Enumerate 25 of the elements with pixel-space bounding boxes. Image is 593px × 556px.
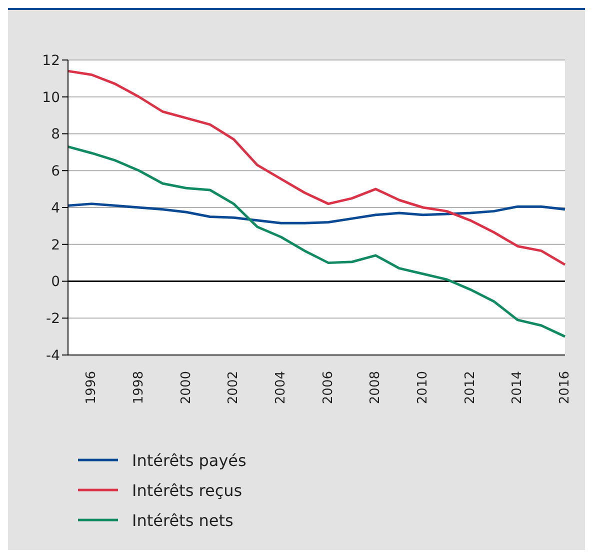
y-tick-label: -2 — [46, 311, 60, 328]
x-tick-label: 2008 — [368, 371, 384, 404]
x-tick-label: 2000 — [178, 371, 194, 404]
x-tick-label: 2012 — [462, 371, 478, 404]
x-tick-label: 2006 — [320, 371, 336, 404]
line-series — [66, 70, 566, 266]
x-tick-label: 2014 — [510, 371, 526, 404]
legend-label: Intérêts payés — [132, 450, 246, 470]
x-tick-label: 2004 — [274, 371, 288, 404]
y-tick-label: 6 — [51, 164, 60, 180]
x-tick-label: 1998 — [132, 371, 146, 404]
y-tick-label: 4 — [51, 200, 60, 216]
y-tick-label: 10 — [42, 90, 60, 106]
x-tick-label: 2002 — [226, 371, 242, 404]
x-tick-label: 2010 — [416, 371, 430, 404]
line-series — [66, 202, 566, 224]
x-tick-label: 1996 — [84, 371, 100, 404]
y-tick-label: -4 — [46, 348, 60, 364]
x-tick-label: 2016 — [558, 371, 572, 404]
y-tick-label: 2 — [51, 237, 60, 254]
y-tick-label: 12 — [42, 52, 60, 69]
legend-label: Intérêts nets — [132, 510, 234, 530]
y-tick-label: 0 — [51, 274, 60, 290]
legend-label: Intérêts reçus — [132, 480, 242, 500]
y-tick-label: 8 — [51, 126, 60, 143]
